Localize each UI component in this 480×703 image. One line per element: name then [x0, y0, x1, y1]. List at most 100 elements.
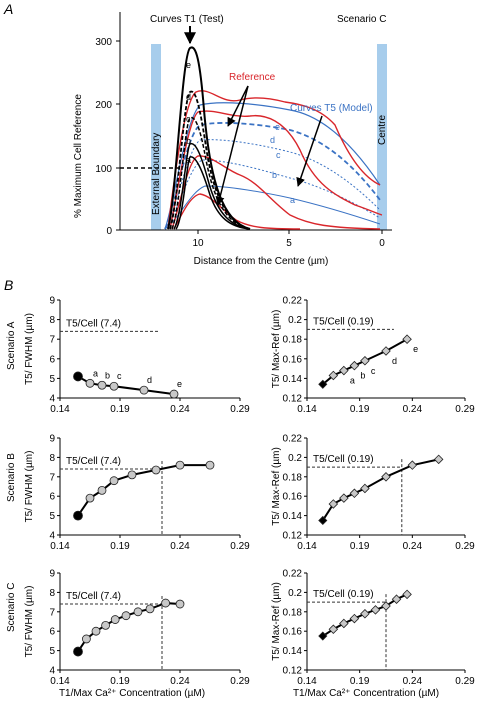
data-point — [339, 365, 349, 376]
y-axis-label: T5/ FWHM (µm) — [24, 313, 35, 385]
y-tick-label: 0.16 — [283, 354, 303, 365]
t1-letter: e — [186, 60, 191, 70]
point-letter: b — [105, 370, 110, 380]
y-tick-label: 5 — [49, 374, 55, 385]
t1-curve-d — [169, 90, 251, 230]
data-point — [127, 470, 137, 480]
y-tick-label: 9 — [49, 569, 55, 580]
y-tick-label: 0.12 — [283, 394, 303, 405]
subplot: 0.120.140.160.180.20.220.14 0.19 0.24 0.29T… — [271, 434, 475, 553]
x-tick-label: 0.24 — [170, 404, 190, 415]
y-tick-label: 4 — [49, 394, 55, 405]
x-tick-label: 0.24 — [170, 676, 190, 687]
data-point — [381, 601, 391, 611]
subplot: 4 5 6 7 8 9 0.14 0.19 0.24 0.29 T5/ FWHM (µm) T5/Ce… — [24, 296, 250, 416]
data-point — [205, 460, 215, 470]
panel-a-letter: A — [3, 1, 13, 17]
reference-curves — [167, 90, 383, 230]
t5-letter: d — [270, 135, 275, 145]
y-tick-label: 5 — [49, 646, 55, 657]
point-letter: d — [392, 356, 397, 366]
data-point — [402, 589, 412, 600]
t1-curve-c — [171, 117, 251, 230]
panel-b-letter: B — [4, 277, 13, 293]
x-tick-label: 0.14 — [297, 541, 317, 552]
data-point — [391, 594, 402, 604]
data-point — [175, 599, 185, 609]
y-tick-label: 7 — [49, 335, 55, 346]
row-label-scenario-b: Scenario B — [6, 453, 17, 502]
reference-arrow — [215, 85, 249, 206]
data-point — [381, 472, 391, 482]
panel-a-y-axis-label: % Maximum Cell Reference — [73, 94, 84, 218]
y-tick-label: 0.14 — [283, 374, 303, 385]
row-label-scenario-a: Scenario A — [6, 321, 17, 370]
subplot: 0.120.140.160.180.20.220.14 0.19 0.24 0.29T… — [271, 569, 475, 688]
reference-label: T5/Cell (0.19) — [313, 454, 374, 465]
t5-curve-e — [164, 102, 381, 230]
x-tick-label: 0.19 — [110, 541, 130, 552]
t1-curve-e — [167, 46, 251, 230]
x-tick-label: 0.24 — [403, 404, 423, 415]
series-line — [321, 458, 439, 521]
centre-label: Centre — [377, 115, 388, 145]
data-point — [433, 454, 444, 465]
reference-curve — [169, 110, 383, 230]
x-tick-label: 0.19 — [350, 404, 370, 415]
data-point — [349, 360, 360, 371]
y-tick-label: 9 — [49, 434, 55, 445]
data-point — [109, 476, 119, 486]
y-tick-label: 6 — [49, 492, 55, 503]
y-axis-label: T5/ FWHM (µm) — [24, 586, 35, 658]
point-letter: e — [413, 344, 418, 354]
t1-letter: a — [186, 155, 191, 165]
x-tick-label: 0.19 — [110, 404, 130, 415]
reference-label: T5/Cell (0.19) — [313, 589, 374, 600]
x-tick-label: 0.19 — [110, 676, 130, 687]
x-tick-label: 10 — [192, 238, 204, 249]
y-tick-label: 4 — [49, 666, 55, 677]
x-tick-label: 0 — [379, 238, 385, 249]
y-tick-label: 0.12 — [283, 531, 303, 542]
data-point — [175, 460, 185, 470]
y-tick-label: 8 — [49, 453, 55, 464]
y-tick-label: 7 — [49, 472, 55, 483]
reference-curve — [167, 90, 381, 230]
x-tick-label: 0.29 — [230, 404, 250, 415]
data-point — [339, 493, 349, 503]
y-tick-label: 0.2 — [288, 588, 302, 599]
data-point — [85, 493, 95, 503]
y-tick-label: 8 — [49, 315, 55, 326]
external-boundary-label: External Boundary — [151, 133, 162, 215]
panel-a: A External Boundary Centre 0 100 200 300… — [3, 1, 392, 267]
t1-letter: d — [186, 92, 191, 102]
point-letter: a — [93, 368, 98, 378]
x-tick-label: 0.14 — [50, 676, 70, 687]
y-axis-label: T5/ FWHM (µm) — [24, 451, 35, 523]
y-tick-label: 0.22 — [283, 569, 303, 580]
reference-label: T5/Cell (0.19) — [313, 316, 374, 327]
data-point — [402, 334, 412, 344]
y-tick-label: 8 — [49, 588, 55, 599]
y-tick-label: 9 — [49, 296, 55, 307]
t5-letter: a — [290, 195, 295, 205]
data-point — [328, 499, 339, 509]
y-tick-label: 6 — [49, 627, 55, 638]
data-point — [407, 460, 418, 470]
point-letter: e — [177, 379, 182, 389]
x-tick-label: 0.29 — [230, 541, 250, 552]
data-point — [101, 620, 110, 630]
centre-bar — [377, 44, 387, 230]
data-point — [169, 389, 179, 399]
data-point — [109, 381, 119, 391]
subplot: 0.120.140.160.180.20.220.14 0.19 0.24 0.29T… — [271, 296, 475, 416]
t5-curves — [164, 102, 381, 230]
data-point — [91, 626, 101, 636]
x-axis-label-right: T1/Max Ca²⁺ Concentration (µM) — [293, 688, 439, 699]
x-tick-label: 0.14 — [50, 404, 70, 415]
data-point — [161, 598, 171, 608]
point-letter: a — [350, 376, 355, 386]
data-point — [318, 379, 328, 389]
